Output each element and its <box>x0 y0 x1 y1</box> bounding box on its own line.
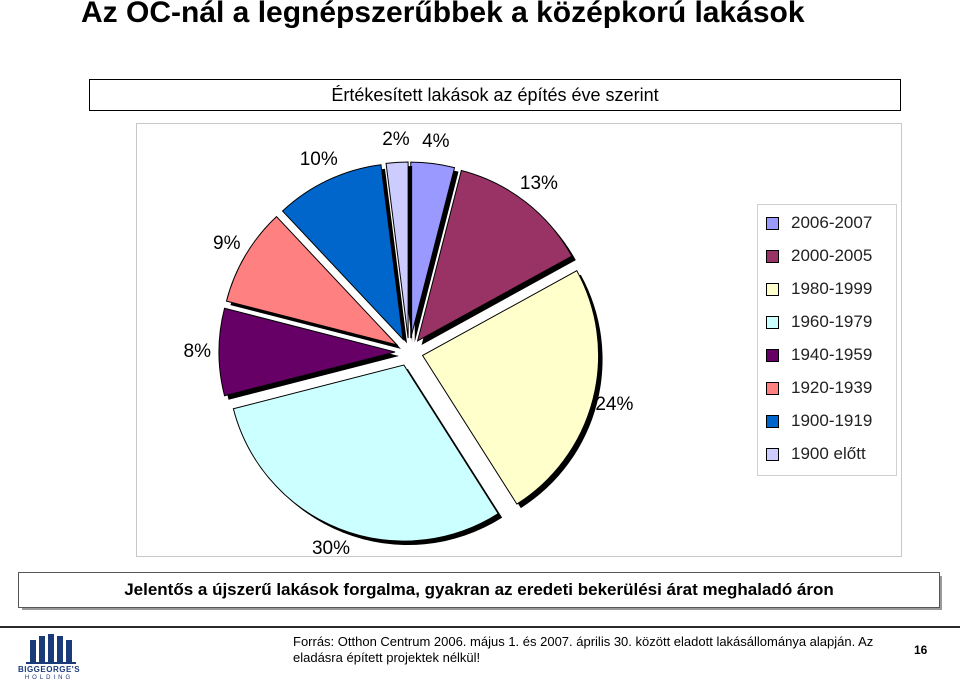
pie-slice-1920-1939 <box>225 215 399 346</box>
chart-legend: 2006-2007 2000-2005 1980-1999 1960-1979 1940… <box>757 204 897 476</box>
legend-swatch <box>766 249 779 263</box>
chart-frame: 4% 13% 24% 30% 8% 9% 10% 2% 2006-2007 2000-2005 1… <box>136 123 902 560</box>
pie-label-1900-1919: 10% <box>299 149 338 171</box>
legend-item-1960-1979: 1960-1979 <box>766 310 872 334</box>
page-number: 16 <box>914 643 928 657</box>
legend-label: 2006-2007 <box>791 213 873 232</box>
chart-title-text: Értékesített lakások az építés éve szeri… <box>331 84 659 105</box>
legend-label: 1920-1939 <box>791 378 873 397</box>
legend-label: 1980-1999 <box>791 279 873 298</box>
legend-item-2006-2007: 2006-2007 <box>766 211 872 235</box>
legend-swatch <box>766 381 779 395</box>
legend-label: 1900 előtt <box>791 444 866 463</box>
pie-label-1900-el-tt: 2% <box>382 129 410 151</box>
logo-subtext: HOLDING <box>24 675 74 681</box>
chart-title: Értékesített lakások az építés éve szeri… <box>89 79 901 111</box>
pie-slice-1960-1979 <box>232 364 499 542</box>
pie-slice-1940-1959 <box>218 307 396 397</box>
pie-slice-1900-1919 <box>281 164 404 341</box>
legend-label: 2000-2005 <box>791 246 873 265</box>
legend-swatch <box>766 315 779 329</box>
pie-label-1980-1999: 24% <box>595 393 634 415</box>
note-box: Jelentős a újszerű lakások forgalma, gya… <box>18 572 940 608</box>
legend-item-1900-el-tt: 1900 előtt <box>766 442 866 466</box>
legend-item-1940-1959: 1940-1959 <box>766 343 872 367</box>
slide-title: Az OC-nál a legnépszerűbbek a középkorú … <box>81 0 805 29</box>
legend-swatch <box>766 282 779 296</box>
legend-swatch <box>766 414 779 428</box>
logo-text: BIGGEORGE'S <box>17 665 81 674</box>
pie-label-1960-1979: 30% <box>311 538 350 560</box>
footer-divider <box>0 626 960 628</box>
legend-label: 1940-1959 <box>791 345 873 364</box>
pie-label-2000-2005: 13% <box>519 173 558 195</box>
pie-label-1920-1939: 9% <box>213 233 241 255</box>
legend-label: 1900-1919 <box>791 411 873 430</box>
pie-label-2006-2007: 4% <box>422 130 450 152</box>
legend-label: 1960-1979 <box>791 312 873 331</box>
legend-swatch <box>766 216 779 230</box>
source-text: Forrás: Otthon Centrum 2006. május 1. és… <box>293 634 874 665</box>
logo-mark-icon <box>26 634 76 664</box>
legend-item-1980-1999: 1980-1999 <box>766 277 872 301</box>
pie-chart <box>218 161 603 546</box>
pie-slice-1900-el-tt <box>385 161 409 339</box>
pie-label-1940-1959: 8% <box>183 341 211 362</box>
legend-item-1920-1939: 1920-1939 <box>766 376 872 400</box>
note-text: Jelentős a újszerű lakások forgalma, gya… <box>124 580 834 599</box>
legend-swatch <box>766 447 779 461</box>
pie-slice-2006-2007 <box>410 161 456 339</box>
legend-item-1900-1919: 1900-1919 <box>766 409 872 433</box>
company-logo: BIGGEORGE'S HOLDING <box>12 634 86 686</box>
pie-slice-2000-2005 <box>416 169 573 342</box>
legend-item-2000-2005: 2000-2005 <box>766 244 872 268</box>
legend-swatch <box>766 348 779 362</box>
pie-slice-1980-1999 <box>421 270 600 505</box>
